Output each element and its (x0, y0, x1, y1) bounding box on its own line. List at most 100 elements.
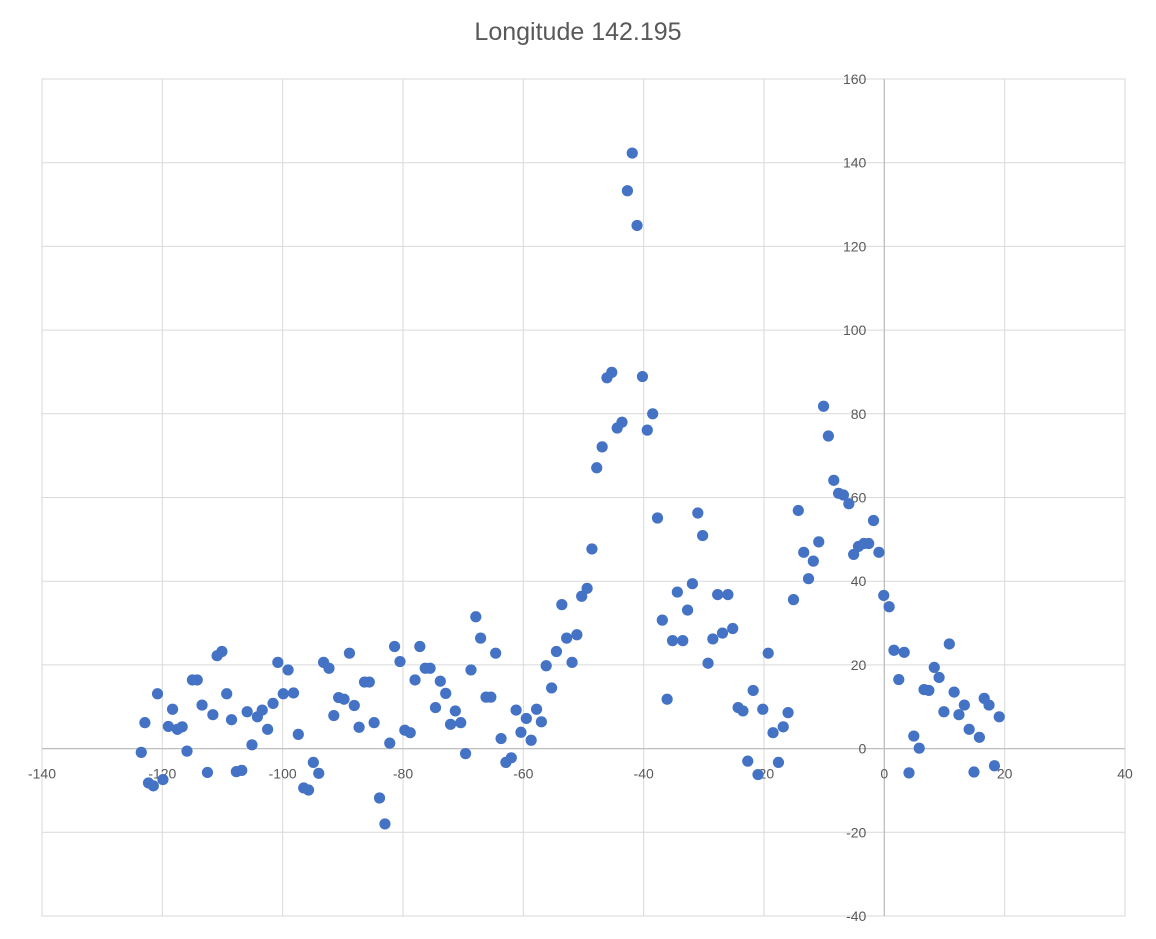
data-point (139, 717, 151, 729)
data-point (792, 504, 804, 517)
data-point (353, 721, 365, 733)
data-point (988, 760, 1001, 772)
data-point (307, 756, 319, 769)
data-point (373, 792, 386, 804)
data-point (485, 691, 497, 703)
data-point (948, 686, 960, 698)
data-point (256, 704, 268, 716)
data-point (384, 737, 396, 749)
x-tick-label: -100 (269, 766, 297, 782)
data-point (863, 537, 875, 550)
data-point (236, 764, 248, 776)
y-tick-label: 140 (843, 155, 867, 171)
data-point (757, 703, 769, 715)
data-point (475, 632, 487, 644)
data-point (302, 784, 315, 796)
data-point (661, 693, 673, 705)
y-tick-labels: -40 -20 0 20 40 60 80 100 120 140 160 (843, 71, 867, 924)
data-point (702, 657, 714, 669)
data-point (520, 712, 532, 725)
data-point (586, 543, 598, 555)
data-point (716, 627, 729, 639)
data-point (651, 512, 664, 524)
data-point (631, 219, 643, 232)
data-point (404, 727, 416, 739)
data-point (782, 707, 794, 719)
data-point (621, 185, 634, 197)
data-point (671, 586, 683, 598)
data-point (225, 714, 238, 726)
data-point (686, 578, 699, 590)
data-point (495, 732, 507, 745)
data-point (898, 646, 910, 658)
data-point (166, 703, 179, 715)
data-point (626, 147, 638, 159)
data-point (737, 705, 749, 717)
data-point (343, 647, 356, 659)
data-point (135, 746, 147, 758)
x-tick-labels: -140 -120 -100 -80 -60 -40 -20 0 20 40 (28, 766, 1133, 782)
data-point (490, 647, 502, 659)
data-point (636, 370, 649, 383)
data-point (348, 699, 360, 712)
x-tick-label: -40 (634, 766, 654, 782)
data-point (591, 462, 603, 474)
data-point (933, 671, 945, 684)
data-points (135, 147, 1005, 830)
y-tick-label: 100 (843, 322, 867, 338)
data-point (151, 688, 164, 700)
data-point (287, 687, 300, 699)
data-point (282, 664, 294, 676)
data-point (379, 818, 391, 830)
data-point (196, 699, 208, 711)
x-tick-label: -140 (28, 766, 56, 782)
chart-title: Longitude 142.195 (474, 18, 682, 46)
y-tick-label: 120 (843, 238, 867, 254)
data-point (424, 662, 436, 674)
data-point (616, 416, 628, 428)
data-point (817, 400, 830, 412)
data-point (409, 674, 421, 686)
y-tick-label: 160 (843, 71, 867, 87)
data-point (772, 756, 785, 769)
y-tick-label: 80 (851, 406, 867, 422)
data-point (893, 673, 905, 686)
data-point (606, 366, 618, 378)
data-point (535, 716, 547, 728)
data-point (777, 721, 789, 733)
data-point (873, 546, 885, 558)
data-point (191, 674, 203, 686)
data-point (822, 430, 834, 442)
data-point (692, 507, 704, 519)
data-point (530, 703, 543, 715)
data-point (712, 588, 724, 601)
data-point (798, 546, 810, 558)
data-point (813, 536, 825, 548)
data-point (903, 767, 915, 779)
data-point (953, 709, 965, 721)
data-point (767, 727, 779, 739)
data-point (444, 718, 457, 730)
data-point (449, 705, 461, 717)
data-point (913, 742, 925, 754)
data-point (677, 635, 689, 647)
data-point (323, 662, 335, 674)
data-point (983, 699, 995, 711)
data-point (787, 594, 800, 606)
data-point (576, 590, 588, 602)
data-point (546, 682, 558, 694)
data-point (157, 773, 169, 786)
x-tick-label: -80 (393, 766, 413, 782)
gridlines (41, 78, 1126, 917)
data-point (470, 611, 482, 623)
data-point (262, 723, 274, 735)
data-point (843, 498, 855, 510)
data-point (459, 748, 472, 760)
data-point (338, 693, 350, 705)
data-point (328, 709, 340, 722)
data-point (727, 622, 739, 635)
y-tick-label: 0 (859, 741, 867, 757)
data-point (807, 555, 819, 567)
